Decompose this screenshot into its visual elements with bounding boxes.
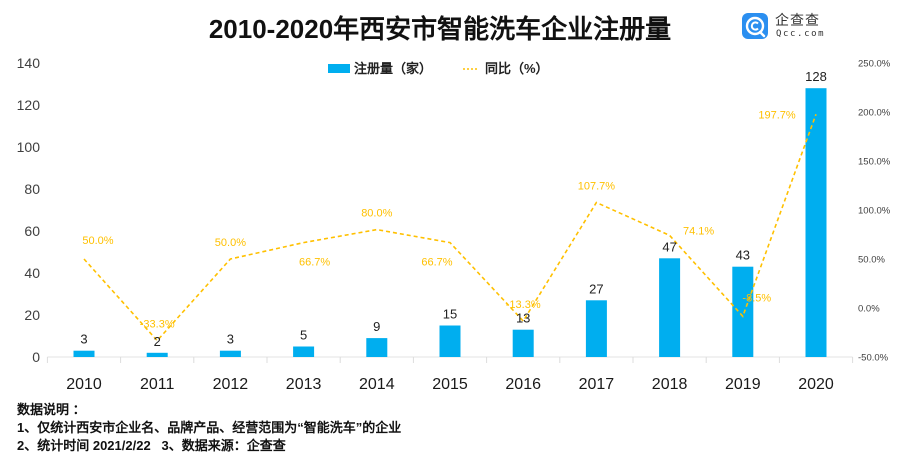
bar-value-label: 9 bbox=[373, 319, 380, 334]
legend-label-yoy: 同比（%） bbox=[485, 61, 549, 76]
x-tick-label: 2011 bbox=[140, 376, 175, 393]
bar bbox=[146, 352, 168, 357]
yoy-value-label: 107.7% bbox=[578, 180, 616, 192]
yoy-value-label: -33.3% bbox=[140, 319, 175, 331]
logo-domain: Qcc.com bbox=[776, 29, 826, 39]
y-left-tick-label: 20 bbox=[24, 307, 40, 323]
bar bbox=[219, 350, 241, 357]
legend-label-registrations: 注册量（家） bbox=[354, 61, 432, 76]
x-tick-label: 2014 bbox=[359, 376, 395, 393]
bar-value-label: 128 bbox=[805, 69, 827, 84]
x-tick-label: 2020 bbox=[798, 376, 834, 393]
yoy-value-label: 50.0% bbox=[215, 237, 246, 249]
notes-heading: 数据说明 ： bbox=[17, 402, 86, 417]
x-tick-label: 2013 bbox=[286, 376, 322, 393]
yoy-value-label: 50.0% bbox=[82, 235, 113, 247]
legend: 注册量（家） 同比（%） bbox=[328, 61, 549, 76]
bar bbox=[293, 346, 315, 357]
y-right-tick-label: 200.0% bbox=[858, 108, 891, 119]
bar-series bbox=[73, 88, 827, 357]
bar bbox=[366, 338, 388, 357]
yoy-line-series bbox=[83, 114, 817, 342]
x-tick-label: 2017 bbox=[579, 376, 615, 393]
legend-swatch-registrations bbox=[328, 64, 350, 73]
bar-value-label: 2 bbox=[154, 334, 161, 349]
bar bbox=[732, 266, 754, 357]
y-left-tick-label: 140 bbox=[17, 55, 41, 71]
y-left-tick-label: 40 bbox=[24, 265, 40, 281]
bar-value-label: 15 bbox=[443, 307, 457, 322]
bar bbox=[585, 300, 607, 357]
bar-value-label: 3 bbox=[80, 332, 87, 347]
y-left-tick-label: 60 bbox=[24, 223, 40, 239]
bar bbox=[805, 88, 827, 357]
yoy-line bbox=[83, 114, 817, 342]
y-right-tick-label: 50.0% bbox=[858, 255, 885, 266]
notes-line: 2、统计时间 2021/2/22 3、数据来源：企查查 bbox=[17, 438, 286, 453]
bar bbox=[439, 325, 461, 357]
bar bbox=[73, 350, 95, 357]
data-labels: 3 2 3 5 9 15 13 27 47 43 128 50.0% -33.3% 50.0% 66.7% 8… bbox=[80, 69, 826, 349]
page-title: 2010-2020年西安市智能洗车企业注册量 bbox=[208, 14, 672, 44]
qcc-logo-icon bbox=[742, 13, 768, 39]
y-right-tick-label: 100.0% bbox=[858, 206, 891, 217]
x-tick-label: 2012 bbox=[213, 376, 249, 393]
axes: 2010 2011 2012 2013 2014 2015 2016 2017 2018 2019… bbox=[17, 55, 891, 393]
y-left-tick-label: 120 bbox=[17, 97, 41, 113]
x-tick-label: 2010 bbox=[66, 376, 102, 393]
bar bbox=[659, 258, 681, 357]
x-tick-label: 2019 bbox=[725, 376, 761, 393]
notes-line: 1、仅统计西安市企业名、品牌产品、经营范围为“智能洗车”的企业 bbox=[17, 420, 402, 435]
yoy-value-label: 80.0% bbox=[361, 208, 392, 220]
brand-logo: 企查查 Qcc.com bbox=[742, 12, 832, 40]
yoy-value-label: 197.7% bbox=[758, 109, 796, 121]
y-left-tick-label: 100 bbox=[17, 139, 41, 155]
bar-value-label: 43 bbox=[736, 248, 750, 263]
bar bbox=[512, 329, 534, 357]
yoy-value-label: -8.5% bbox=[742, 292, 771, 304]
y-right-tick-label: 250.0% bbox=[858, 59, 891, 70]
x-tick-label: 2016 bbox=[505, 376, 541, 393]
bar-value-label: 27 bbox=[589, 281, 603, 296]
y-right-tick-label: 150.0% bbox=[858, 157, 891, 168]
x-tick-label: 2018 bbox=[652, 376, 688, 393]
y-right-tick-label: 0.0% bbox=[858, 304, 880, 315]
data-notes: 数据说明 ： 1、仅统计西安市企业名、品牌产品、经营范围为“智能洗车”的企业 2… bbox=[17, 401, 401, 455]
bar-value-label: 13 bbox=[516, 311, 530, 326]
bar-value-label: 47 bbox=[662, 239, 676, 254]
x-tick-label: 2015 bbox=[432, 376, 468, 393]
y-left-tick-label: 80 bbox=[24, 181, 40, 197]
yoy-value-label: 74.1% bbox=[683, 225, 714, 237]
bar-value-label: 5 bbox=[300, 328, 307, 343]
y-right-tick-label: -50.0% bbox=[858, 353, 889, 364]
yoy-value-label: 66.7% bbox=[299, 257, 330, 269]
bar-value-label: 3 bbox=[227, 332, 234, 347]
y-left-tick-label: 0 bbox=[32, 349, 40, 365]
logo-name: 企查查 bbox=[775, 12, 820, 28]
yoy-value-label: -13.3% bbox=[506, 299, 541, 311]
yoy-value-label: 66.7% bbox=[421, 257, 452, 269]
